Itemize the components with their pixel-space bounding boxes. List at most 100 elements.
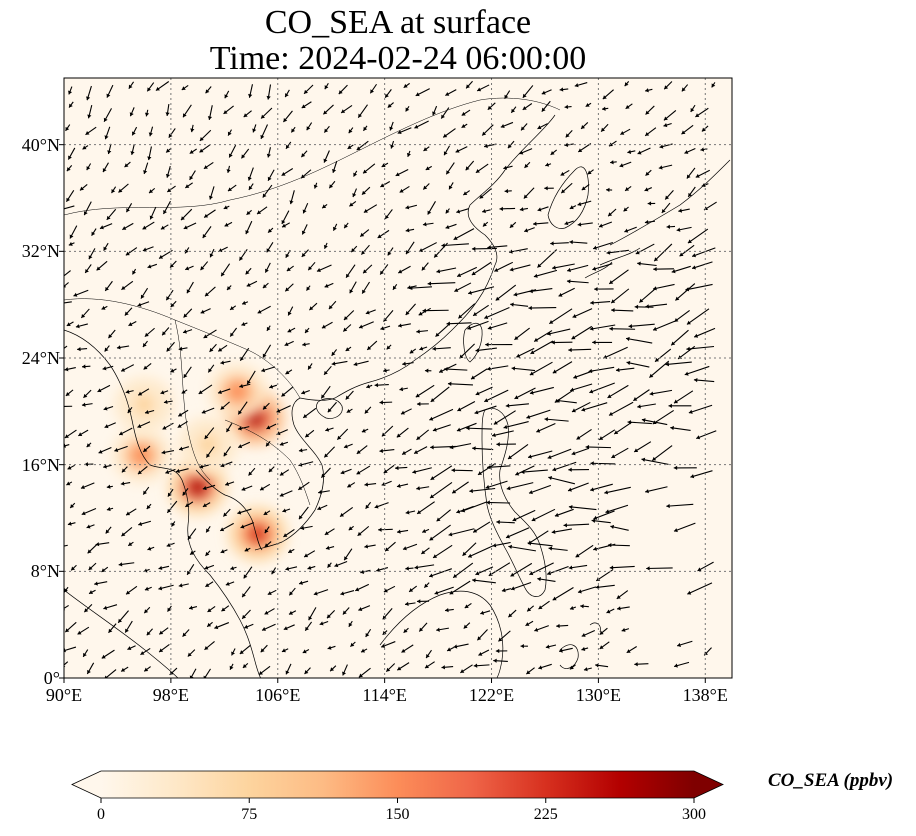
wind-arrow-head — [514, 395, 519, 400]
wind-arrow-head — [573, 374, 578, 379]
wind-arrow-head — [526, 414, 531, 419]
wind-arrow-head — [324, 370, 328, 375]
wind-arrow-head — [239, 383, 244, 389]
wind-arrow — [589, 382, 615, 394]
wind-arrow-head — [318, 490, 322, 495]
wind-arrow-head — [286, 267, 291, 272]
wind-arrow-head — [199, 136, 204, 141]
wind-arrow-head — [262, 193, 267, 198]
wind-arrow-head — [541, 107, 546, 112]
wind-arrow-head — [301, 174, 306, 179]
wind-arrow-head — [99, 225, 104, 230]
wind-arrow-head — [68, 155, 72, 160]
colorbar-tick-label: 300 — [682, 806, 706, 823]
wind-arrow-head — [496, 442, 500, 447]
wind-arrow-head — [385, 547, 390, 552]
wind-arrow-head — [658, 165, 663, 170]
wind-arrow-head — [362, 289, 366, 294]
wind-arrow-head — [634, 662, 638, 667]
wind-arrow-head — [604, 490, 609, 495]
hotspot-1 — [207, 363, 268, 420]
wind-arrow-head — [77, 347, 81, 352]
wind-arrow-head — [591, 518, 596, 523]
wind-arrow-head — [158, 586, 163, 591]
wind-arrow-head — [244, 624, 249, 629]
wind-arrow-head — [529, 371, 534, 376]
wind-arrow-head — [434, 253, 439, 258]
wind-arrow-head — [711, 83, 716, 88]
wind-arrow-head — [569, 665, 574, 670]
wind-arrow-head — [507, 455, 512, 459]
hotspot-4 — [111, 427, 172, 484]
wind-arrow-head — [559, 648, 563, 653]
wind-arrow-head — [495, 648, 500, 654]
wind-arrow-head — [298, 486, 303, 490]
colorbar — [71, 770, 724, 803]
wind-arrow-head — [167, 188, 172, 192]
wind-arrow-head — [633, 397, 638, 401]
wind-arrow-head — [319, 621, 324, 626]
wind-arrow-head — [429, 416, 434, 421]
wind-arrow-head — [220, 463, 225, 468]
wind-arrow-head — [383, 469, 388, 474]
wind-arrow-head — [325, 427, 330, 432]
wind-arrow-head — [178, 346, 183, 351]
wind-arrow — [495, 284, 517, 301]
wind-arrow-head — [510, 572, 515, 577]
wind-arrow-head — [178, 412, 183, 417]
wind-arrow — [527, 450, 553, 458]
wind-arrow — [652, 283, 675, 290]
wind-arrow-head — [144, 112, 150, 117]
wind-arrow-head — [482, 208, 486, 214]
wind-arrow-head — [268, 228, 272, 233]
wind-arrow-head — [645, 132, 650, 136]
wind-arrow-head — [684, 371, 689, 376]
wind-arrow-head — [679, 252, 684, 257]
wind-arrow — [429, 408, 454, 421]
wind-arrow-head — [430, 398, 435, 402]
wind-arrow — [456, 266, 478, 278]
wind-arrow-head — [475, 169, 480, 173]
wind-arrow-head — [120, 481, 125, 486]
wind-arrow-head — [279, 492, 284, 497]
wind-arrow-head — [380, 326, 385, 331]
wind-arrow-head — [627, 149, 632, 154]
wind-arrow-head — [332, 226, 337, 231]
wind-arrow-head — [348, 129, 353, 134]
wind-arrow-head — [167, 607, 172, 612]
wind-arrow-head — [345, 395, 350, 400]
wind-arrow-head — [261, 368, 266, 373]
wind-arrow — [686, 308, 710, 325]
wind-arrow — [408, 286, 432, 289]
wind-arrow-head — [590, 300, 594, 305]
wind-arrow-head — [127, 646, 132, 651]
wind-arrow-head — [181, 86, 186, 90]
wind-arrow-head — [244, 547, 249, 552]
wind-arrow-head — [326, 614, 331, 619]
wind-arrow-head — [462, 551, 467, 556]
wind-arrow-head — [568, 565, 573, 570]
wind-arrow-head — [221, 272, 225, 277]
wind-arrow-head — [106, 484, 111, 489]
wind-arrow-head — [548, 546, 553, 551]
wind-arrow-head — [587, 170, 592, 175]
wind-arrow-head — [520, 643, 524, 649]
wind-arrow-head — [166, 347, 171, 352]
wind-arrow-head — [69, 234, 74, 239]
wind-arrow-head — [548, 476, 553, 481]
wind-arrow-head — [300, 525, 305, 531]
wind-arrow-head — [125, 251, 130, 256]
wind-arrow-head — [238, 444, 243, 449]
wind-arrow-head — [701, 183, 706, 188]
wind-arrow-head — [380, 270, 384, 275]
wind-arrow-head — [226, 286, 231, 291]
wind-arrow-head — [459, 354, 464, 359]
wind-arrow-head — [97, 388, 102, 393]
wind-arrow-head — [363, 208, 368, 213]
wind-arrow-head — [385, 214, 389, 219]
wind-arrow-head — [684, 150, 689, 154]
wind-arrow-head — [611, 308, 615, 313]
wind-arrow-head — [634, 448, 639, 453]
wind-arrow-head — [686, 174, 691, 179]
wind-arrow-head — [456, 209, 461, 214]
